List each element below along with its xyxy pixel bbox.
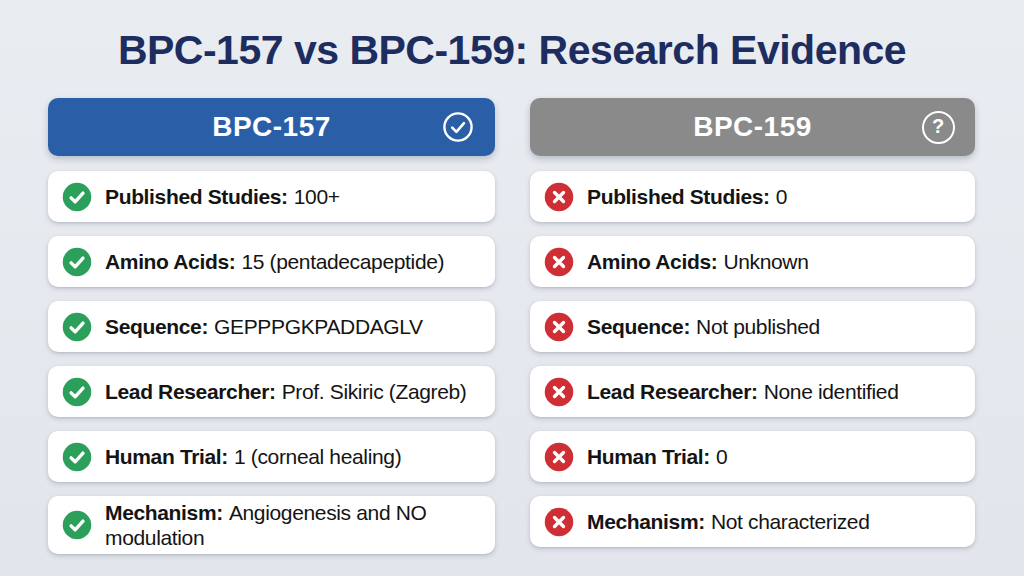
check-icon: [62, 377, 92, 407]
bpc157-row-amino-acids: Amino Acids: 15 (pentadecapeptide): [48, 236, 495, 287]
column-bpc157: BPC-157 Published Studies: 100+ Amino Aci…: [48, 98, 495, 568]
fact-label: Human Trial:: [105, 445, 228, 468]
bpc157-row-lead-researcher: Lead Researcher: Prof. Sikiric (Zagreb): [48, 366, 495, 417]
fact-value: None identified: [764, 380, 899, 403]
fact-label: Sequence:: [587, 315, 690, 338]
bpc159-row-lead-researcher: Lead Researcher: None identified: [530, 366, 975, 417]
check-circle-outline-icon: [441, 110, 475, 144]
fact-label: Sequence:: [105, 315, 208, 338]
bpc157-row-mechanism: Mechanism:Angiogenesis and NO modulation: [48, 496, 495, 554]
bpc157-header: BPC-157: [48, 98, 495, 156]
fact-label: Published Studies:: [105, 185, 288, 208]
x-icon: [544, 377, 574, 407]
fact-text: Mechanism: Not characterized: [587, 509, 870, 534]
bpc159-row-mechanism: Mechanism: Not characterized: [530, 496, 975, 547]
fact-value: 100+: [294, 185, 340, 208]
fact-value: 1 (corneal healing): [234, 445, 401, 468]
fact-text: Amino Acids: 15 (pentadecapeptide): [105, 249, 444, 274]
fact-label: Amino Acids:: [105, 250, 235, 273]
bpc159-row-amino-acids: Amino Acids: Unknown: [530, 236, 975, 287]
check-icon: [62, 442, 92, 472]
fact-text: Lead Researcher: Prof. Sikiric (Zagreb): [105, 379, 467, 404]
fact-value: Unknown: [723, 250, 808, 273]
bpc159-row-human-trial: Human Trial: 0: [530, 431, 975, 482]
fact-value: 15 (pentadecapeptide): [241, 250, 444, 273]
fact-text: Sequence: GEPPPGKPADDAGLV: [105, 314, 423, 339]
comparison-infographic: BPC-157 vs BPC-159: Research Evidence BP…: [0, 0, 1024, 576]
fact-label: Lead Researcher:: [587, 380, 758, 403]
x-icon: [544, 182, 574, 212]
fact-text: Amino Acids: Unknown: [587, 249, 808, 274]
fact-text: Published Studies: 0: [587, 184, 787, 209]
question-circle-outline-icon: ?: [921, 110, 955, 144]
fact-text: Human Trial: 1 (corneal healing): [105, 444, 401, 469]
fact-value: 0: [716, 445, 727, 468]
bpc159-row-published-studies: Published Studies: 0: [530, 171, 975, 222]
bpc157-row-human-trial: Human Trial: 1 (corneal healing): [48, 431, 495, 482]
fact-label: Amino Acids:: [587, 250, 717, 273]
check-icon: [62, 312, 92, 342]
check-icon: [62, 182, 92, 212]
x-icon: [544, 312, 574, 342]
fact-text: Sequence: Not published: [587, 314, 820, 339]
bpc159-header-label: BPC-159: [693, 111, 812, 143]
x-icon: [544, 442, 574, 472]
fact-value: GEPPPGKPADDAGLV: [214, 315, 423, 338]
fact-value: Not published: [696, 315, 820, 338]
bpc157-row-published-studies: Published Studies: 100+: [48, 171, 495, 222]
bpc157-header-label: BPC-157: [212, 111, 331, 143]
fact-text: Lead Researcher: None identified: [587, 379, 899, 404]
fact-label: Published Studies:: [587, 185, 770, 208]
fact-text: Human Trial: 0: [587, 444, 727, 469]
bpc157-row-sequence: Sequence: GEPPPGKPADDAGLV: [48, 301, 495, 352]
fact-value: Not characterized: [711, 510, 870, 533]
comparison-columns: BPC-157 Published Studies: 100+ Amino Aci…: [48, 98, 976, 568]
bpc159-header: BPC-159 ?: [530, 98, 975, 156]
fact-value: Prof. Sikiric (Zagreb): [282, 380, 467, 403]
fact-text: Published Studies: 100+: [105, 184, 340, 209]
column-bpc159: BPC-159 ? Published Studies: 0 Amino Acid…: [530, 98, 975, 568]
fact-label: Human Trial:: [587, 445, 710, 468]
fact-label: Lead Researcher:: [105, 380, 276, 403]
x-icon: [544, 507, 574, 537]
fact-label: Mechanism:: [587, 510, 705, 533]
check-icon: [62, 510, 92, 540]
fact-text: Mechanism:Angiogenesis and NO modulation: [105, 500, 487, 550]
bpc159-row-sequence: Sequence: Not published: [530, 301, 975, 352]
page-title: BPC-157 vs BPC-159: Research Evidence: [48, 26, 976, 74]
fact-value: 0: [776, 185, 787, 208]
x-icon: [544, 247, 574, 277]
check-icon: [62, 247, 92, 277]
fact-label: Mechanism:: [105, 501, 223, 524]
